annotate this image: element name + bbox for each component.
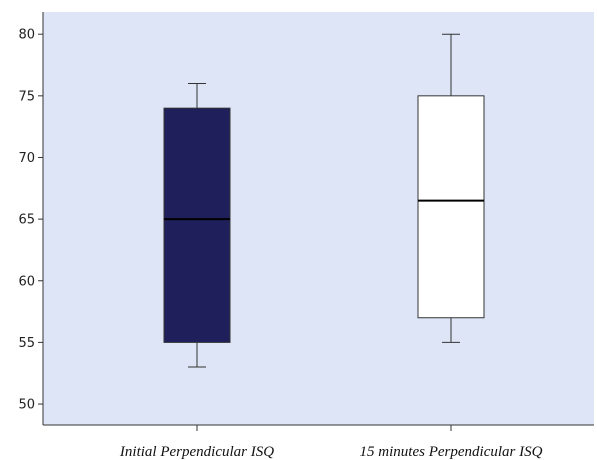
box-1: [163, 83, 231, 368]
y-tick-label: 65: [18, 213, 35, 228]
x-axis-ticks: Initial Perpendicular ISQ 15 minutes Perp…: [119, 425, 543, 460]
y-axis-ticks: 50 55 60 65 70 75 80: [18, 28, 43, 413]
iqr-box: [163, 107, 231, 343]
y-tick-label: 75: [18, 89, 35, 104]
plot-area: [43, 12, 594, 425]
boxes: [163, 33, 485, 368]
box-2: [417, 33, 485, 343]
y-tick-label: 70: [18, 151, 35, 166]
y-tick-label: 50: [18, 398, 35, 413]
x-tick-label: 15 minutes Perpendicular ISQ: [360, 444, 543, 460]
x-tick-label: Initial Perpendicular ISQ: [119, 444, 274, 460]
y-tick-label: 60: [18, 274, 35, 289]
iqr-box: [417, 95, 485, 319]
y-tick-label: 80: [18, 28, 35, 43]
y-tick-label: 55: [18, 336, 35, 351]
